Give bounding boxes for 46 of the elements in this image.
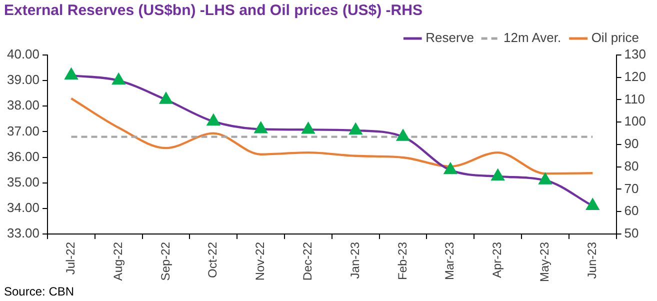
- y2-tick-label: 110: [624, 91, 646, 106]
- x-tick-label: Nov-22: [253, 242, 268, 281]
- point: [302, 122, 315, 134]
- point: [444, 162, 457, 174]
- y-tick-label: 39.00: [6, 72, 40, 88]
- point: [492, 169, 504, 181]
- y2-tick-label: 50: [624, 226, 639, 241]
- y2-tick-label: 120: [624, 68, 646, 84]
- point: [538, 173, 552, 184]
- point: [160, 92, 172, 104]
- source-note: Source: CBN: [4, 284, 74, 298]
- y2-tick-label: 80: [624, 158, 639, 174]
- y-tick-label: 35.00: [6, 174, 40, 190]
- point: [112, 73, 125, 85]
- y-tick-label: 36.00: [6, 148, 40, 164]
- point: [64, 68, 78, 80]
- y2-tick-label: 60: [624, 203, 639, 218]
- x-tick-label: Oct-22: [206, 242, 220, 278]
- legend-label: Reserve: [426, 30, 474, 46]
- y-tick-label: 37.00: [6, 123, 40, 138]
- y-tick-label: 34.00: [6, 200, 40, 215]
- point: [254, 122, 268, 134]
- x-tick-label: Aug-22: [110, 242, 125, 281]
- legend-label: Oil price: [591, 30, 640, 46]
- point: [207, 114, 220, 126]
- y2-tick-label: 90: [624, 136, 639, 152]
- point: [349, 123, 362, 135]
- x-tick-label: Sep-22: [158, 242, 172, 281]
- x-tick-label: Jun-23: [584, 242, 599, 279]
- point: [586, 198, 599, 210]
- x-tick-label: Jul-22: [64, 242, 78, 275]
- y-tick-label: 38.00: [6, 98, 40, 113]
- y-tick-label: 33.00: [6, 226, 40, 241]
- legend-label: 12m Aver.: [504, 30, 562, 46]
- x-tick-label: May-23: [538, 242, 552, 282]
- y2-tick-label: 130: [624, 46, 646, 62]
- x-tick-label: Jan-23: [348, 242, 362, 279]
- x-tick-label: Apr-23: [490, 242, 504, 278]
- y2-tick-label: 70: [624, 180, 639, 196]
- y-tick-label: 40.00: [6, 46, 40, 62]
- point: [396, 130, 410, 141]
- x-tick-label: Feb-23: [395, 242, 410, 280]
- x-tick-label: Mar-23: [442, 242, 457, 280]
- y2-tick-label: 100: [624, 114, 646, 129]
- chart-title: External Reserves (US$bn) -LHS and Oil prices (US$) -RHS: [4, 2, 422, 20]
- x-tick-label: Dec-22: [300, 242, 315, 281]
